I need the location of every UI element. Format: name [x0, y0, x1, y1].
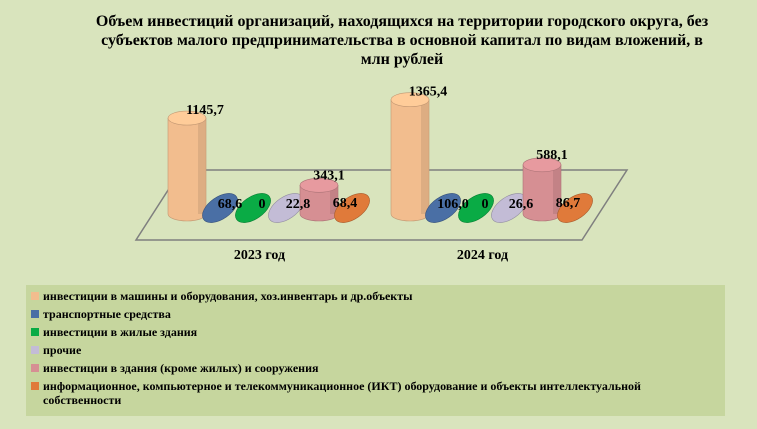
x-tick-label: 2023 год — [234, 248, 285, 263]
data-label: 343,1 — [313, 168, 345, 183]
bar — [334, 193, 370, 223]
legend-swatch — [31, 382, 39, 390]
legend-item: инвестиции в здания (кроме жилых) и соор… — [31, 361, 717, 375]
data-label: 588,1 — [536, 148, 568, 163]
legend-label: прочие — [43, 343, 82, 357]
bar — [522, 157, 562, 222]
legend-swatch — [31, 364, 39, 372]
bar — [235, 193, 271, 223]
legend-item: инвестиции в машины и оборудования, хоз.… — [31, 289, 717, 303]
chart-title: Объем инвестиций организаций, находящихс… — [95, 13, 709, 68]
legend-swatch — [31, 346, 39, 354]
bar — [390, 92, 430, 222]
data-label: 22,8 — [286, 197, 311, 212]
bar — [557, 193, 593, 223]
legend: инвестиции в машины и оборудования, хоз.… — [26, 285, 725, 416]
data-label: 1145,7 — [186, 103, 224, 118]
bars-layer — [167, 92, 593, 223]
legend-label: информационное, компьютерное и телекомму… — [43, 379, 641, 407]
legend-label: инвестиции в жилые здания — [43, 325, 198, 339]
legend-swatch — [31, 310, 39, 318]
data-label: 106,0 — [437, 197, 469, 212]
legend-item: транспортные средства — [31, 307, 717, 321]
bar — [458, 193, 494, 223]
bar — [425, 193, 461, 223]
bar — [167, 110, 207, 222]
data-label: 1365,4 — [409, 85, 448, 100]
bar — [202, 193, 238, 223]
bar — [299, 177, 339, 222]
data-label: 0 — [259, 197, 266, 212]
data-label: 26,6 — [509, 197, 534, 212]
legend-swatch — [31, 292, 39, 300]
legend-label: инвестиции в здания (кроме жилых) и соор… — [43, 361, 319, 375]
data-label: 0 — [482, 197, 489, 212]
data-label: 86,7 — [556, 196, 581, 211]
data-label: 68,4 — [333, 196, 358, 211]
legend-label: транспортные средства — [43, 307, 171, 321]
legend-item: инвестиции в жилые здания — [31, 325, 717, 339]
legend-label: инвестиции в машины и оборудования, хоз.… — [43, 289, 413, 303]
legend-item: информационное, компьютерное и телекомму… — [31, 379, 717, 407]
x-tick-label: 2024 год — [457, 248, 508, 263]
chart-floor — [134, 169, 629, 241]
legend-swatch — [31, 328, 39, 336]
legend-item: прочие — [31, 343, 717, 357]
data-label: 68,6 — [218, 197, 243, 212]
